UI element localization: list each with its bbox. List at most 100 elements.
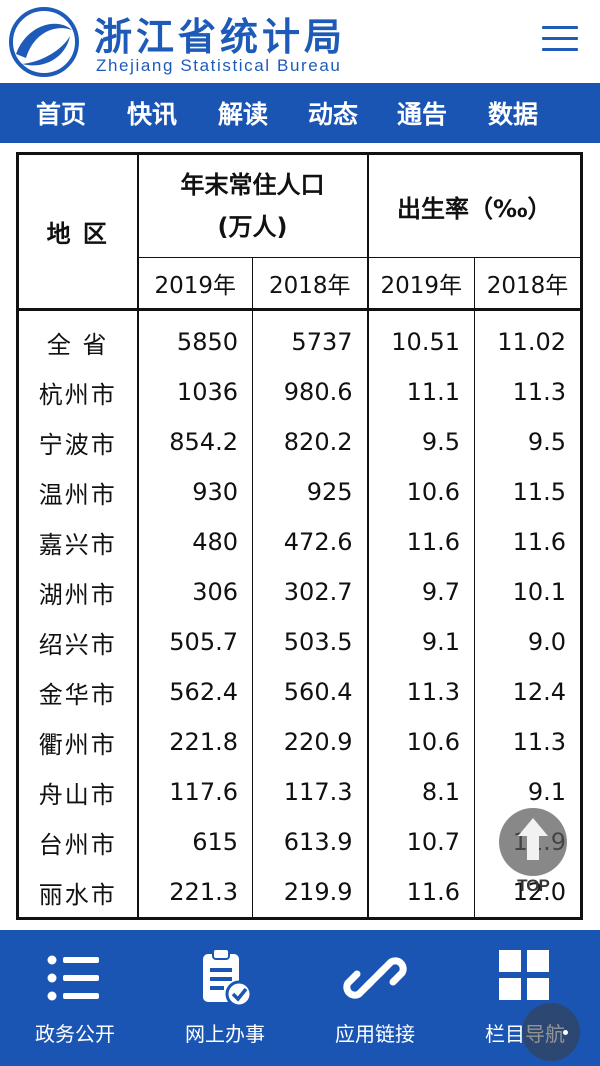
year-header: 2018年 <box>252 257 369 311</box>
birth-rate-2018-cell: 11.3 <box>512 728 566 756</box>
population-2018-cell: 5737 <box>252 309 369 367</box>
nav-item-data[interactable]: 数据 <box>488 100 539 129</box>
back-to-top-button[interactable]: TOP <box>499 808 567 895</box>
region-cell: 丽水市 <box>17 867 139 919</box>
population-2018-cell: 472.6 <box>252 517 369 567</box>
top-nav: 首页 快讯 解读 动态 通告 数据 <box>0 83 600 143</box>
population-2018-cell: 613.9 <box>252 817 369 867</box>
population-2018-cell: 925 <box>252 467 369 517</box>
table-row: 嘉兴市 480 472.6 11.6 11.6 <box>17 517 582 567</box>
population-2019-cell: 562.4 <box>137 667 253 717</box>
birth-rate-2019-cell: 10.51 <box>367 309 475 367</box>
birth-rate-2018-cell: 9.5 <box>527 428 566 456</box>
birth-rate-2018-cell: 11.5 <box>512 478 566 506</box>
site-title-en: Zhejiang Statistical Bureau <box>96 56 342 75</box>
population-2019-cell: 1036 <box>137 367 253 417</box>
population-2019-cell: 480 <box>137 517 253 567</box>
floating-assist-button[interactable] <box>522 1003 580 1061</box>
birth-rate-2018-cell: 9.1 <box>527 778 566 806</box>
birth-rate-2018-cell: 10.1 <box>512 578 566 606</box>
birth-rate-2018-cell: 11.3 <box>512 378 566 406</box>
region-cell: 温州市 <box>17 467 139 517</box>
nav-item-notices[interactable]: 通告 <box>397 100 448 129</box>
table-row: 杭州市 1036 980.6 11.1 11.3 <box>17 367 582 417</box>
region-cell: 舟山市 <box>17 767 139 817</box>
population-2019-cell: 505.7 <box>137 617 253 667</box>
bottom-item-label: 政务公开 <box>35 1022 115 1046</box>
dot-icon <box>563 1030 568 1035</box>
year-header: 2019年 <box>367 257 475 311</box>
year-header: 2019年 <box>137 257 253 311</box>
birth-rate-2018-cell: 12.0 <box>512 878 566 906</box>
population-2019-cell: 854.2 <box>137 417 253 467</box>
arrow-up-icon <box>518 818 548 860</box>
data-table: 地 区 年末常住人口 (万人) 出生率（‰） 2019年 2018年 2019年… <box>16 152 583 920</box>
population-2019-cell: 615 <box>137 817 253 867</box>
birth-rate-2019-cell: 10.6 <box>367 717 475 767</box>
site-title-cn: 浙江省统计局 <box>94 15 347 59</box>
region-cell: 湖州市 <box>17 567 139 617</box>
hamburger-menu-icon[interactable] <box>542 26 578 56</box>
link-icon <box>343 957 407 999</box>
table-row: 宁波市 854.2 820.2 9.5 9.5 <box>17 417 582 467</box>
population-2018-cell: 219.9 <box>252 867 369 919</box>
back-to-top-label: TOP <box>517 876 550 895</box>
population-2018-cell: 220.9 <box>252 717 369 767</box>
population-2019-cell: 306 <box>137 567 253 617</box>
table-row: 衢州市 221.8 220.9 10.6 11.3 <box>17 717 582 767</box>
birth-rate-2018-cell: 11.6 <box>512 528 566 556</box>
birth-rate-2019-cell: 11.1 <box>367 367 475 417</box>
table-row: 金华市 562.4 560.4 11.3 12.4 <box>17 667 582 717</box>
birth-rate-2019-cell: 9.1 <box>367 617 475 667</box>
population-2019-cell: 117.6 <box>137 767 253 817</box>
bottom-item-label: 应用链接 <box>335 1022 415 1046</box>
birth-rate-2019-cell: 11.6 <box>367 517 475 567</box>
population-header-line1: 年末常住人口 <box>180 171 325 199</box>
bottom-item-online-services[interactable]: 网上办事 <box>150 930 300 1066</box>
birth-rate-2018-cell: 9.0 <box>527 628 566 656</box>
birth-rate-2019-cell: 10.7 <box>367 817 475 867</box>
region-cell: 宁波市 <box>17 417 139 467</box>
birth-rate-header: 出生率（‰） <box>367 153 582 258</box>
region-header: 地 区 <box>17 153 139 311</box>
nav-item-updates[interactable]: 动态 <box>308 100 359 129</box>
population-table: 地 区 年末常住人口 (万人) 出生率（‰） 2019年 2018年 2019年… <box>16 152 583 920</box>
bottom-item-app-links[interactable]: 应用链接 <box>300 930 450 1066</box>
clipboard-check-icon <box>203 948 253 1008</box>
table-body: 全 省 5850 5737 10.51 11.02 杭州市 1036 980.6 11.1 11.… <box>17 309 582 919</box>
region-cell: 绍兴市 <box>17 617 139 667</box>
birth-rate-2019-cell: 11.6 <box>367 867 475 919</box>
population-2018-cell: 560.4 <box>252 667 369 717</box>
year-header: 2018年 <box>474 257 582 311</box>
population-2018-cell: 302.7 <box>252 567 369 617</box>
bureau-logo-icon[interactable] <box>6 6 80 78</box>
bottom-toolbar: 政务公开 网上办事 应用链接 栏目导航 <box>0 930 600 1066</box>
birth-rate-2019-cell: 10.6 <box>367 467 475 517</box>
region-cell: 台州市 <box>17 817 139 867</box>
birth-rate-2019-cell: 9.7 <box>367 567 475 617</box>
region-cell: 衢州市 <box>17 717 139 767</box>
grid-icon <box>499 950 549 1000</box>
population-2018-cell: 117.3 <box>252 767 369 817</box>
population-header: 年末常住人口 (万人) <box>137 153 369 258</box>
population-2018-cell: 820.2 <box>252 417 369 467</box>
table-row: 舟山市 117.6 117.3 8.1 9.1 <box>17 767 582 817</box>
population-2018-cell: 503.5 <box>252 617 369 667</box>
nav-item-home[interactable]: 首页 <box>36 100 87 129</box>
region-cell: 全 省 <box>17 309 139 367</box>
nav-item-news[interactable]: 快讯 <box>127 100 178 129</box>
birth-rate-2019-cell: 9.5 <box>367 417 475 467</box>
bottom-item-label: 网上办事 <box>185 1022 265 1046</box>
region-cell: 金华市 <box>17 667 139 717</box>
bottom-item-gov-info[interactable]: 政务公开 <box>0 930 150 1066</box>
population-2019-cell: 5850 <box>137 309 253 367</box>
population-2019-cell: 930 <box>137 467 253 517</box>
site-header: 浙江省统计局 Zhejiang Statistical Bureau <box>0 0 600 83</box>
birth-rate-2019-cell: 11.3 <box>367 667 475 717</box>
population-2018-cell: 980.6 <box>252 367 369 417</box>
table-row: 温州市 930 925 10.6 11.5 <box>17 467 582 517</box>
table-row: 湖州市 306 302.7 9.7 10.1 <box>17 567 582 617</box>
nav-item-analysis[interactable]: 解读 <box>218 100 269 129</box>
birth-rate-2018-cell: 12.4 <box>512 678 566 706</box>
